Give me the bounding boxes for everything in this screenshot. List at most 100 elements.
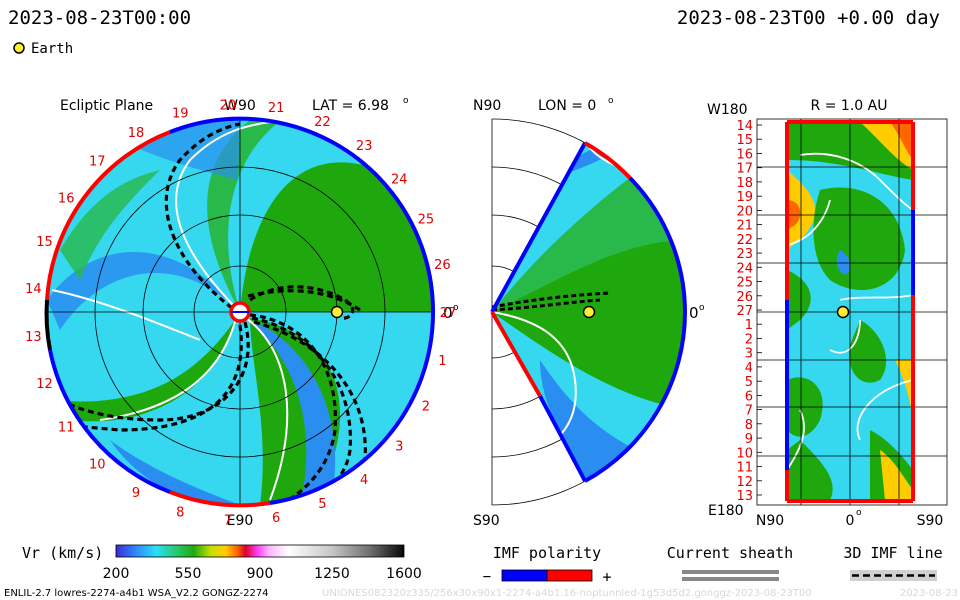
ecliptic-lat-label: LAT = 6.98 <box>312 98 389 114</box>
carrington-label: 10 <box>89 457 106 472</box>
ecliptic-right-label: 0 <box>443 304 453 322</box>
radial-carrington-label: 3 <box>745 347 753 362</box>
radial-carrington-label: 27 <box>736 304 753 319</box>
vr-tick-label: 200 <box>103 566 130 582</box>
radial-carrington-label: 9 <box>745 432 753 447</box>
carrington-label: 18 <box>128 126 145 141</box>
footer-date-stamp: 2023-08-23 <box>900 588 958 599</box>
radial-earth-marker <box>836 305 850 319</box>
radial-carrington-label: 6 <box>745 389 753 404</box>
ecliptic-panel: Ecliptic Plane W90 E90 0 o LAT = 6.98 o … <box>25 96 459 529</box>
radial-polarity-boundary <box>785 120 915 503</box>
meridional-title-degree: o <box>608 96 614 106</box>
radial-carrington-label: 2 <box>745 333 753 348</box>
meridional-imf-lines <box>491 291 611 312</box>
ecliptic-title: Ecliptic Plane <box>60 98 153 114</box>
radial-carrington-label: 25 <box>736 276 753 291</box>
carrington-label: 1 <box>438 354 446 369</box>
current-sheath-label: Current sheath <box>667 544 793 562</box>
radial-carrington-label: 19 <box>736 190 753 205</box>
radial-panel: W180 R = 1.0 AU E180 1415161718192021222… <box>707 98 948 529</box>
meridional-bottom-label: S90 <box>473 513 500 529</box>
carrington-label: 5 <box>318 497 326 512</box>
carrington-label: 21 <box>268 101 285 116</box>
carrington-label: 16 <box>58 192 75 207</box>
imf-polarity-minus: − <box>483 569 491 585</box>
ecliptic-bottom-label: E90 <box>227 513 254 529</box>
meridional-right-degree: o <box>699 303 705 313</box>
earth-legend-label: Earth <box>31 41 73 57</box>
ecliptic-sheath-contours <box>51 121 289 501</box>
vr-tick-label: 1250 <box>314 566 350 582</box>
ecliptic-right-degree: o <box>453 303 459 313</box>
radial-carrington-label: 21 <box>736 219 753 234</box>
radial-carrington-label: 16 <box>736 148 753 163</box>
radial-carrington-label: 14 <box>736 119 753 134</box>
footer-run-id: UNIONES082320z335/256x30x90x1-2274-a4b1.… <box>322 588 812 599</box>
radial-carrington-label: 18 <box>736 176 753 191</box>
carrington-label: 3 <box>395 440 403 455</box>
carrington-label: 27 <box>440 306 457 321</box>
meridional-title: LON = 0 <box>538 98 596 114</box>
carrington-label: 17 <box>89 155 106 170</box>
carrington-label: 24 <box>391 172 408 187</box>
carrington-label: 13 <box>25 330 42 345</box>
carrington-label: 2 <box>422 399 430 414</box>
radial-carrington-label: 23 <box>736 247 753 262</box>
radial-carrington-label: 13 <box>736 489 753 504</box>
carrington-label: 15 <box>36 235 53 250</box>
radial-x-degree: o <box>856 508 862 518</box>
radial-top-left-label: W180 <box>707 102 748 118</box>
carrington-label: 26 <box>434 258 451 273</box>
carrington-label: 8 <box>176 505 184 520</box>
radial-carrington-label: 11 <box>736 461 753 476</box>
radial-carrington-label: 7 <box>745 404 753 419</box>
radial-sheath-contours <box>787 152 913 471</box>
carrington-label: 9 <box>132 486 140 501</box>
vr-colorbar-ticks: 200 550 900 1250 1600 <box>103 566 422 582</box>
imf-line-swatch-bg <box>850 570 937 581</box>
meridional-earth-marker <box>582 305 596 319</box>
radial-latitude-label: N90 <box>756 513 784 529</box>
radial-carrington-labels: 1415161718192021222324252627123456789101… <box>736 119 753 504</box>
radial-carrington-label: 1 <box>745 318 753 333</box>
ecliptic-earth-marker <box>330 305 344 319</box>
carrington-label: 4 <box>360 473 368 488</box>
radial-carrington-label: 15 <box>736 133 753 148</box>
carrington-label: 25 <box>418 213 435 228</box>
carrington-label: 22 <box>314 115 331 130</box>
current-sheath-legend: Current sheath <box>667 544 793 581</box>
radial-carrington-label: 17 <box>736 162 753 177</box>
ecliptic-lat-degree: o <box>403 96 409 106</box>
carrington-label: 20 <box>220 98 237 113</box>
radial-carrington-label: 5 <box>745 375 753 390</box>
radial-carrington-label: 20 <box>736 204 753 219</box>
current-sheath-swatch-bottom <box>682 577 779 581</box>
carrington-label: 19 <box>172 107 189 122</box>
datetime-right: 2023-08-23T00 +0.00 day <box>677 7 940 29</box>
meridional-polarity-boundary <box>490 141 688 483</box>
imf-polarity-negative-swatch <box>501 569 548 582</box>
radial-carrington-label: 12 <box>736 475 753 490</box>
vr-tick-label: 1600 <box>386 566 422 582</box>
meridional-velocity-field <box>492 143 685 481</box>
earth-legend-icon <box>13 42 25 54</box>
radial-bottom-left-label: E180 <box>708 503 744 519</box>
radial-latitude-label: S90 <box>917 513 944 529</box>
radial-carrington-label: 4 <box>745 361 753 376</box>
radial-latitude-labels: N90 0 S90 <box>756 513 944 529</box>
imf-polarity-positive-swatch <box>546 569 593 582</box>
carrington-label: 23 <box>356 139 373 154</box>
radial-latitude-label: 0 <box>846 513 855 529</box>
meridional-right-label: 0 <box>689 304 699 322</box>
meridional-panel: N90 LON = 0 o S90 0 o <box>473 96 705 529</box>
radial-carrington-label: 8 <box>745 418 753 433</box>
imf-polarity-plus: + <box>602 568 611 586</box>
footer-model-info: ENLIL-2.7 lowres-2274-a4b1 WSA_V2.2 GONG… <box>4 588 269 599</box>
carrington-label: 11 <box>58 420 75 435</box>
imf-polarity-label: IMF polarity <box>493 544 601 562</box>
vr-colorbar-gradient <box>115 544 405 558</box>
radial-title: R = 1.0 AU <box>811 98 888 114</box>
